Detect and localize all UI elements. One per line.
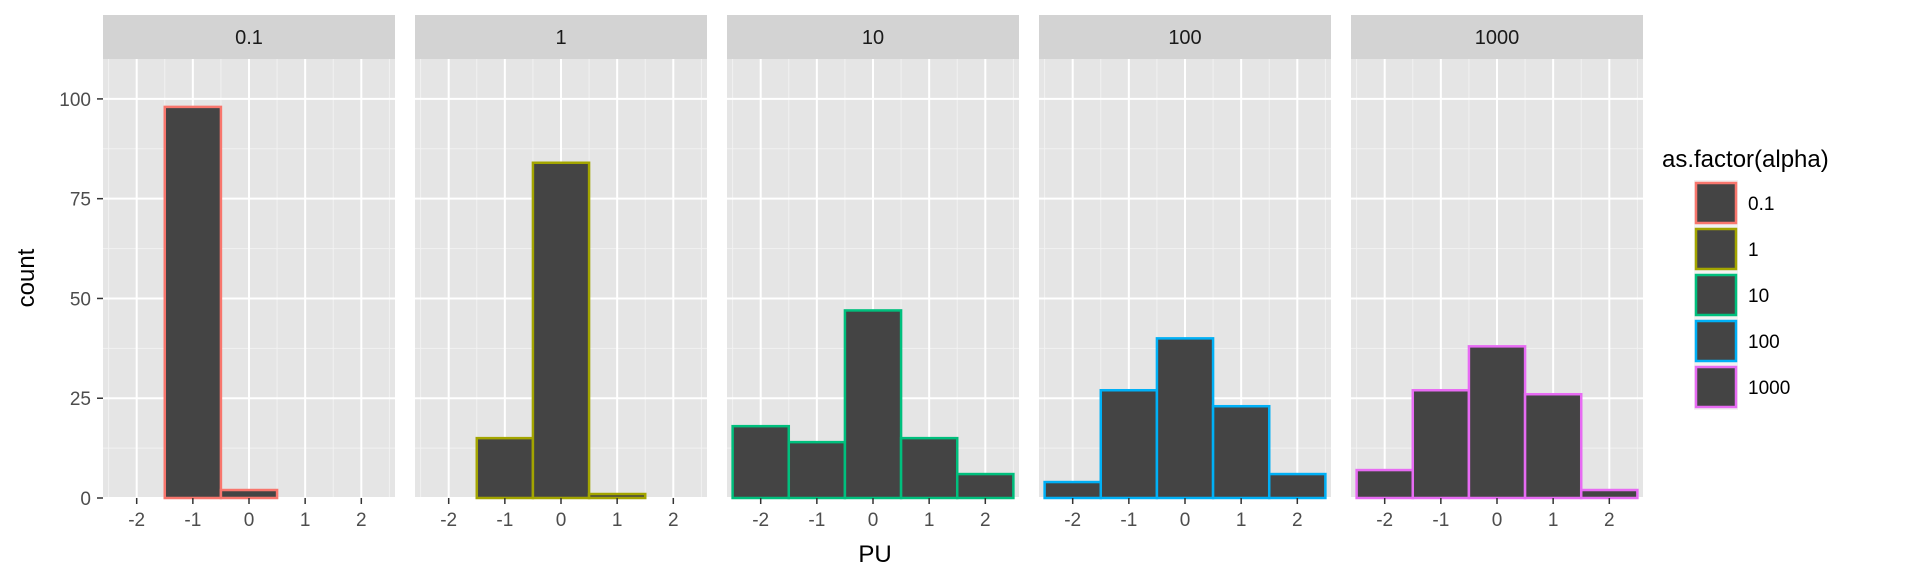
y-tick-label: 100 [59,90,91,111]
x-tick-label: -1 [808,510,825,531]
x-tick-label: 1 [300,510,311,531]
x-tick-label: 0 [868,510,879,531]
y-axis: 0 25 50 75 100 [59,90,103,510]
histogram-bar [163,105,223,500]
histogram-bar [531,161,591,500]
legend: as.factor(alpha) 0.1 1 10 100 1000 [1662,146,1829,410]
histogram-bar [731,424,791,500]
x-tick-label: 0 [556,510,567,531]
y-tick-label: 0 [80,489,91,510]
x-tick-label: 0 [1180,510,1191,531]
histogram-bar [1043,480,1103,500]
histogram-bar [1579,488,1639,500]
facet-strip-label: 0.1 [235,27,263,49]
facet-panel-10: 10 -2 -1 0 1 2 [727,15,1019,531]
legend-item-label: 0.1 [1748,194,1774,215]
x-tick-label: 0 [244,510,255,531]
histogram-bar [1523,392,1583,500]
x-tick-label: -1 [1120,510,1137,531]
y-axis-title: count [13,248,40,307]
facet-strip [1351,15,1643,59]
legend-item-label: 10 [1748,286,1769,307]
facet-panel-100: 100 -2 -1 0 1 2 [1039,15,1331,531]
x-tick-label: 1 [1236,510,1247,531]
facet-strip [103,15,395,59]
y-tick-label: 50 [70,289,91,310]
x-tick-label: 1 [924,510,935,531]
legend-key-swatch [1694,319,1738,363]
histogram-bar [1355,468,1415,500]
histogram-bar [899,436,959,500]
histogram-bar [787,440,847,500]
x-tick-label: 1 [1548,510,1559,531]
histogram-bar [1467,345,1527,500]
histogram-bar [955,472,1015,500]
x-tick-label: 2 [1292,510,1303,531]
x-tick-label: -2 [1064,510,1081,531]
legend-item-label: 1 [1748,240,1759,261]
facet-strip-label: 1 [555,27,566,49]
histogram-bar [219,488,279,500]
histogram-bar [1155,337,1215,500]
histogram-bar [1211,404,1271,500]
facet-strip-label: 10 [862,27,884,49]
legend-key-swatch [1694,273,1738,317]
histogram-bar [1267,472,1327,500]
legend-key-swatch [1694,227,1738,271]
y-tick-label: 25 [70,389,91,410]
x-tick-label: -2 [1376,510,1393,531]
x-tick-label: -2 [128,510,145,531]
x-tick-label: -1 [496,510,513,531]
x-tick-label: 1 [612,510,623,531]
facet-strip [727,15,1019,59]
facet-panel-1: 1 -2 -1 0 1 2 [415,15,707,531]
x-tick-label: -1 [184,510,201,531]
histogram-bar [1411,388,1471,500]
x-axis-title: PU [858,541,891,568]
legend-title: as.factor(alpha) [1662,146,1829,173]
x-tick-label: 2 [980,510,991,531]
facet-strip-label: 100 [1168,27,1201,49]
x-tick-label: -2 [752,510,769,531]
x-tick-label: 2 [1604,510,1615,531]
x-tick-label: 2 [356,510,367,531]
facet-strip [415,15,707,59]
facet-panel-0.1: 0.1 -2 -1 0 1 2 [103,15,395,531]
legend-key-swatch [1694,181,1738,225]
histogram-bar [587,492,647,500]
facet-strip-label: 1000 [1475,27,1520,49]
legend-item-label: 100 [1748,332,1780,353]
legend-item-label: 1000 [1748,378,1790,399]
x-tick-label: -2 [440,510,457,531]
histogram-bar [1099,388,1159,500]
facet-panel-1000: 1000 -2 -1 0 1 2 [1351,15,1643,531]
facet-strip [1039,15,1331,59]
x-tick-label: -1 [1432,510,1449,531]
y-tick-label: 75 [70,190,91,211]
x-tick-label: 0 [1492,510,1503,531]
histogram-bar [843,309,903,500]
x-tick-label: 2 [668,510,679,531]
histogram-bar [475,436,535,500]
legend-key-swatch [1694,365,1738,409]
